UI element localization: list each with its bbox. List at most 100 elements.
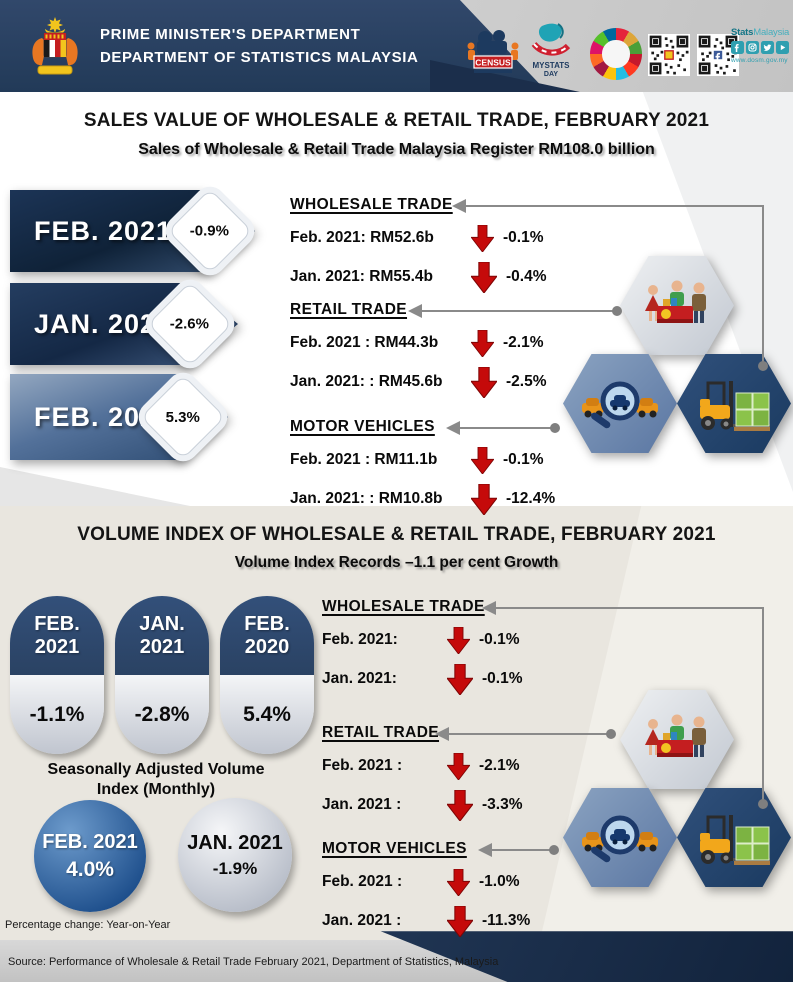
- source-text: Source: Performance of Wholesale & Retai…: [8, 956, 499, 968]
- census-logo-icon: CENSUS: [467, 30, 519, 73]
- qr-code-icon: [648, 34, 690, 76]
- pill-value: -1.1%: [10, 675, 104, 754]
- stats-malaysia-brand: StatsMalaysia www.dosm.gov.my: [731, 27, 791, 64]
- circle-period: FEB. 2021: [42, 830, 138, 853]
- down-arrow-icon: [447, 789, 473, 821]
- brand-name: StatsMalaysia: [731, 27, 791, 38]
- qr-code-facebook-icon: [697, 34, 739, 76]
- pill-period: FEB. 2021: [10, 596, 104, 675]
- volume-retail-block: RETAIL TRADE Feb. 2021 : -2.1% Jan. 2021…: [322, 724, 523, 821]
- down-arrow-icon: [471, 261, 497, 293]
- row-change: -2.1%: [503, 334, 544, 351]
- malaysia-coat-of-arms-icon: [32, 17, 78, 75]
- sector-hexagons: [563, 690, 793, 920]
- row-change: -3.3%: [482, 796, 523, 813]
- row-label: Jan. 2021: RM55.4b: [290, 268, 434, 285]
- volume-wholesale-block: WHOLESALE TRADE Feb. 2021: -0.1% Jan. 20…: [322, 598, 523, 695]
- circle-value: 4.0%: [66, 857, 114, 881]
- pill-value: -2.8%: [115, 675, 209, 754]
- pill-period: FEB. 2020: [220, 596, 314, 675]
- row-label: Feb. 2021 :: [322, 757, 403, 774]
- down-arrow-icon: [447, 905, 473, 937]
- data-row: Feb. 2021: RM52.6b -0.1%: [290, 223, 547, 253]
- website-url: www.dosm.gov.my: [731, 57, 788, 64]
- car-search-icon: [582, 381, 658, 428]
- down-arrow-icon: [447, 868, 470, 896]
- pill-value: 5.4%: [220, 675, 314, 754]
- row-change: -2.1%: [479, 757, 520, 774]
- down-arrow-icon: [447, 752, 470, 780]
- period-label: JAN. 2021: [34, 308, 173, 339]
- row-label: Jan. 2021 :: [322, 796, 402, 813]
- wholesale-hexagon: [677, 788, 791, 887]
- row-change: -0.1%: [503, 229, 544, 246]
- social-icons: [731, 41, 791, 54]
- row-change: -1.0%: [479, 873, 520, 890]
- department-titles: PRIME MINISTER'S DEPARTMENT DEPARTMENT O…: [100, 26, 418, 66]
- down-arrow-icon: [471, 329, 494, 357]
- census-label: CENSUS: [475, 58, 511, 68]
- period-label: FEB. 2021: [34, 215, 173, 246]
- down-arrow-icon: [447, 663, 473, 695]
- forklift-icon: [700, 814, 770, 865]
- sales-section-subtitle: Sales of Wholesale & Retail Trade Malays…: [138, 141, 655, 158]
- mystats-label: MYSTATS: [532, 61, 570, 70]
- forklift-icon: [700, 380, 770, 431]
- down-arrow-icon: [471, 366, 497, 398]
- sales-retail-block: RETAIL TRADE Feb. 2021 : RM44.3b -2.1% J…: [290, 301, 547, 398]
- motor-hexagon: [563, 788, 677, 887]
- down-arrow-icon: [471, 446, 494, 474]
- row-label: Feb. 2021 : RM11.1b: [290, 451, 438, 468]
- sales-section-title: SALES VALUE OF WHOLESALE & RETAIL TRADE,…: [83, 110, 710, 131]
- mystats-day-icon: MYSTATS DAY: [531, 23, 570, 78]
- retail-market-icon: [645, 280, 706, 323]
- down-arrow-icon: [471, 483, 497, 515]
- circle-value: -1.9%: [212, 858, 258, 878]
- sales-wholesale-block: WHOLESALE TRADE Feb. 2021: RM52.6b -0.1%…: [290, 196, 547, 293]
- category-heading: RETAIL TRADE: [290, 301, 408, 318]
- retail-hexagon: [620, 690, 734, 789]
- data-row: Jan. 2021: RM55.4b -0.4%: [290, 261, 547, 293]
- category-heading: MOTOR VEHICLES: [322, 840, 467, 857]
- volume-pill-feb-2020: FEB. 2020 5.4%: [220, 596, 314, 754]
- category-heading: WHOLESALE TRADE: [290, 196, 453, 213]
- down-arrow-icon: [447, 626, 470, 654]
- data-row: Jan. 2021: : RM45.6b -2.5%: [290, 366, 547, 398]
- youtube-icon: [776, 41, 789, 54]
- dept-line2: DEPARTMENT OF STATISTICS MALAYSIA: [100, 49, 419, 66]
- category-heading: RETAIL TRADE: [322, 724, 440, 741]
- data-row: Jan. 2021: -0.1%: [322, 663, 523, 695]
- row-change: -0.4%: [506, 268, 547, 285]
- instagram-icon: [746, 41, 759, 54]
- data-row: Jan. 2021 : -3.3%: [322, 789, 523, 821]
- brand-light: Malaysia: [753, 27, 790, 38]
- data-row: Feb. 2021 : RM44.3b -2.1%: [290, 328, 547, 358]
- retail-hexagon: [620, 256, 734, 355]
- brand-bold: Stats: [731, 27, 754, 38]
- seasonal-adjusted-heading: Seasonally Adjusted Volume Index (Monthl…: [47, 761, 265, 798]
- row-change: -12.4%: [506, 490, 556, 507]
- dept-line1: PRIME MINISTER'S DEPARTMENT: [100, 26, 361, 43]
- row-label: Feb. 2021:: [322, 631, 398, 648]
- row-change: -0.1%: [503, 451, 544, 468]
- circle-period: JAN. 2021: [187, 831, 283, 854]
- volume-motor-block: MOTOR VEHICLES Feb. 2021 : -1.0% Jan. 20…: [322, 840, 531, 937]
- twitter-icon: [761, 41, 774, 54]
- sector-hexagons: [563, 256, 793, 486]
- motor-hexagon: [563, 354, 677, 453]
- sales-motor-block: MOTOR VEHICLES Feb. 2021 : RM11.1b -0.1%…: [290, 418, 556, 515]
- volume-pill-feb-2021: FEB. 2021 -1.1%: [10, 596, 104, 754]
- volume-pill-jan-2021: JAN. 2021 -2.8%: [115, 596, 209, 754]
- row-label: Feb. 2021 : RM44.3b: [290, 334, 439, 351]
- row-label: Feb. 2021: RM52.6b: [290, 229, 434, 246]
- down-arrow-icon: [471, 224, 494, 252]
- row-label: Jan. 2021: : RM45.6b: [290, 373, 443, 390]
- row-change: -11.3%: [482, 912, 531, 929]
- seasonal-circle-feb-2021: FEB. 2021 4.0%: [34, 800, 146, 912]
- row-change: -2.5%: [506, 373, 547, 390]
- category-heading: WHOLESALE TRADE: [322, 598, 485, 615]
- header: PRIME MINISTER'S DEPARTMENT DEPARTMENT O…: [0, 0, 793, 92]
- row-label: Jan. 2021: : RM10.8b: [290, 490, 443, 507]
- row-label: Feb. 2021 :: [322, 873, 403, 890]
